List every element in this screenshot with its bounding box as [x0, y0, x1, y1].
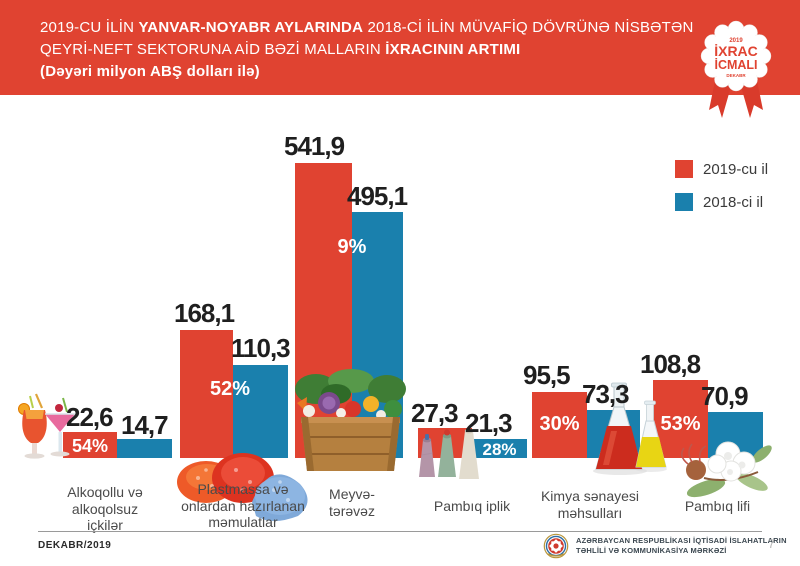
category-label-plastmassa: Plastmassa və onlardan hazırlanan məmula…: [181, 481, 305, 530]
value-2019-pambiq-iplik: 27,3: [411, 398, 459, 428]
bar-2019-plastmassa: [180, 330, 233, 458]
category-label-alkoqollu: Alkoqollu və alkoqolsuz içkilər: [67, 484, 143, 533]
value-2018-plastmassa: 110,3: [231, 333, 291, 363]
legend-swatch-2018: [675, 193, 693, 211]
value-2018-kimya: 73,3: [582, 379, 630, 409]
value-2018-meyve: 495,1: [347, 181, 408, 211]
category-label-meyve: Meyvə- tərəvəz: [329, 486, 375, 519]
growth-alkoqollu: 54%: [71, 436, 109, 456]
legend-label-2019: 2019-cu il: [703, 160, 769, 178]
header-band: 2019-CU İLİN YANVAR-NOYABR AYLARINDA 201…: [0, 0, 800, 95]
legend: 2019-cu il 2018-ci il: [675, 160, 768, 226]
state-emblem-icon: [543, 533, 569, 559]
category-label-pambiq-lifi: Pambıq lifi: [684, 498, 751, 514]
growth-kimya: 30%: [539, 413, 580, 435]
vegetables-box-image: [295, 369, 406, 471]
bar-2019-alkoqollu: [63, 432, 117, 458]
value-2019-alkoqollu: 22,6: [66, 402, 114, 432]
legend-item-2019: 2019-cu il: [675, 160, 768, 178]
value-2019-meyve: 541,9: [284, 131, 345, 161]
badge-month: DEKABR: [726, 73, 746, 78]
chemistry-flasks-image: [593, 382, 667, 475]
bar-2018-alkoqollu: [117, 439, 172, 458]
badge-word1: İXRAC: [714, 43, 758, 59]
cotton-image: [680, 441, 772, 498]
title-line-1: 2019-CU İLİN YANVAR-NOYABR AYLARINDA 201…: [40, 19, 694, 36]
footer-date: DEKABR/2019: [38, 540, 112, 551]
page-number: 7: [768, 537, 775, 551]
plastic-granules-image: [177, 453, 308, 521]
value-2019-plastmassa: 168,1: [174, 298, 235, 328]
growth-pambiq-iplik: 28%: [482, 440, 517, 459]
bar-2018-plastmassa: [233, 365, 288, 458]
value-2018-pambiq-iplik: 21,3: [465, 408, 513, 438]
legend-label-2018: 2018-ci il: [703, 193, 764, 211]
title-line-2: QEYRİ-NEFT SEKTORUNA AİD BƏZİ MALLARIN İ…: [40, 41, 521, 58]
bar-2019-pambiq-lifi: [653, 380, 708, 458]
badge-word2: İCMALI: [714, 57, 757, 72]
footer-divider: [38, 531, 762, 532]
ixrac-icmali-badge: 2019 İXRAC İCMALI DEKABR: [700, 20, 772, 118]
title-subtitle: (Dəyəri milyon ABŞ dolları ilə): [40, 63, 260, 80]
yarn-cones-image: [419, 428, 479, 479]
bar-2018-pambiq-iplik: [472, 439, 527, 458]
legend-swatch-2019: [675, 160, 693, 178]
category-label-kimya: Kimya sənayesi məhsulları: [540, 488, 640, 521]
page-title: 2019-CU İLİN YANVAR-NOYABR AYLARINDA 201…: [40, 17, 694, 83]
value-2019-kimya: 95,5: [523, 360, 571, 390]
growth-meyve: 9%: [337, 236, 367, 258]
value-2019-pambiq-lifi: 108,8: [640, 349, 701, 379]
bar-2019-kimya: [532, 392, 587, 458]
badge-rosette-icon: [700, 20, 772, 92]
footer-organization: AZƏRBAYCAN RESPUBLİKASI İQTİSADİ İSLAHAT…: [576, 536, 787, 555]
value-2018-alkoqollu: 14,7: [121, 410, 169, 440]
legend-item-2018: 2018-ci il: [675, 193, 768, 211]
growth-plastmassa: 52%: [209, 378, 251, 400]
cocktail-drinks-image: [18, 393, 75, 459]
value-2018-pambiq-lifi: 70,9: [701, 381, 749, 411]
growth-pambiq-lifi: 53%: [660, 413, 701, 435]
category-label-pambiq-iplik: Pambıq iplik: [433, 498, 511, 514]
badge-year: 2019: [729, 38, 743, 44]
